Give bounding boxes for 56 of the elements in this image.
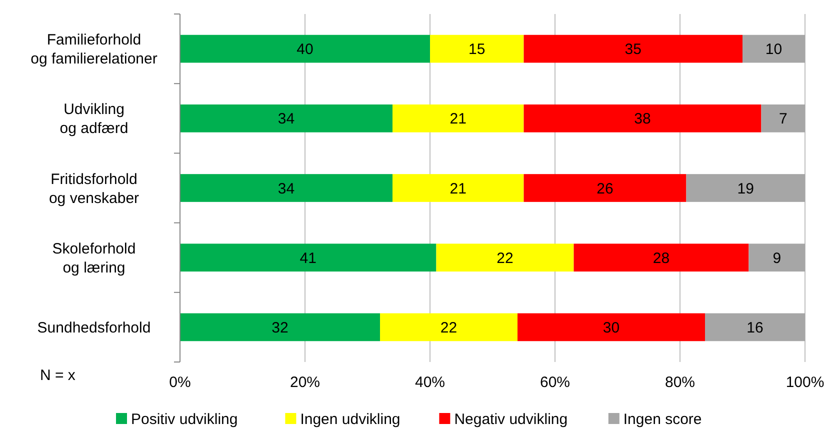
data-label: 22: [496, 250, 514, 267]
data-label: 41: [300, 250, 316, 267]
bar: [430, 34, 524, 63]
y-tick-label: Familieforhold og familierelationer: [30, 32, 158, 68]
x-tick-label: 60%: [540, 374, 570, 391]
x-tick-label: 80%: [664, 374, 696, 391]
data-label: 38: [634, 110, 651, 128]
bar: [574, 244, 749, 272]
bar: [524, 34, 742, 63]
bar: [705, 313, 805, 342]
y-tick-label: Fritidsforhold og venskaber: [48, 170, 140, 207]
data-label: 16: [746, 319, 764, 336]
x-tick-label: 40%: [414, 374, 446, 391]
data-label: 19: [737, 180, 754, 198]
data-label: 26: [596, 180, 614, 198]
data-label: 22: [440, 319, 458, 336]
x-tick-label: 100%: [786, 374, 824, 391]
data-label: 21: [450, 180, 466, 198]
bar: [380, 313, 518, 342]
bar: [524, 104, 762, 132]
data-label: 34: [278, 110, 295, 128]
legend-label: Negativ udvikling: [454, 411, 568, 428]
data-label: 40: [296, 41, 314, 58]
bar: [180, 313, 380, 342]
data-label: 15: [468, 41, 486, 58]
data-label: 35: [624, 41, 642, 58]
bar: [392, 104, 524, 132]
y-tick-label: Skoleforhold og læring: [52, 240, 136, 276]
data-label: 10: [765, 41, 782, 58]
bar: [761, 104, 805, 132]
data-label: 30: [602, 319, 620, 336]
bar: [180, 104, 392, 132]
bar: [686, 174, 805, 202]
legend-label: Positiv udvikling: [131, 411, 238, 428]
data-label: 21: [450, 110, 466, 128]
data-label: 34: [278, 180, 295, 198]
x-tick-label: 0%: [169, 374, 191, 391]
bar: [436, 244, 574, 272]
data-label: 9: [772, 250, 782, 267]
data-label: 32: [272, 319, 288, 336]
bar: [180, 244, 436, 272]
bar: [180, 174, 392, 202]
bar: [392, 174, 524, 202]
data-label: 28: [652, 250, 670, 267]
bar: [742, 34, 805, 63]
bar: [524, 174, 686, 202]
bar: [180, 34, 430, 63]
bar: [518, 313, 705, 342]
legend-label: Ingen score: [623, 411, 702, 428]
y-tick-label: Udvikling og adfærd: [60, 101, 128, 138]
y-tick-label: Sundhedsforhold: [37, 319, 151, 336]
data-label: 7: [778, 110, 788, 128]
legend-label: Ingen udvikling: [300, 411, 400, 428]
bar: [748, 244, 805, 272]
text: N = x: [40, 367, 76, 384]
x-tick-label: 20%: [290, 374, 320, 391]
